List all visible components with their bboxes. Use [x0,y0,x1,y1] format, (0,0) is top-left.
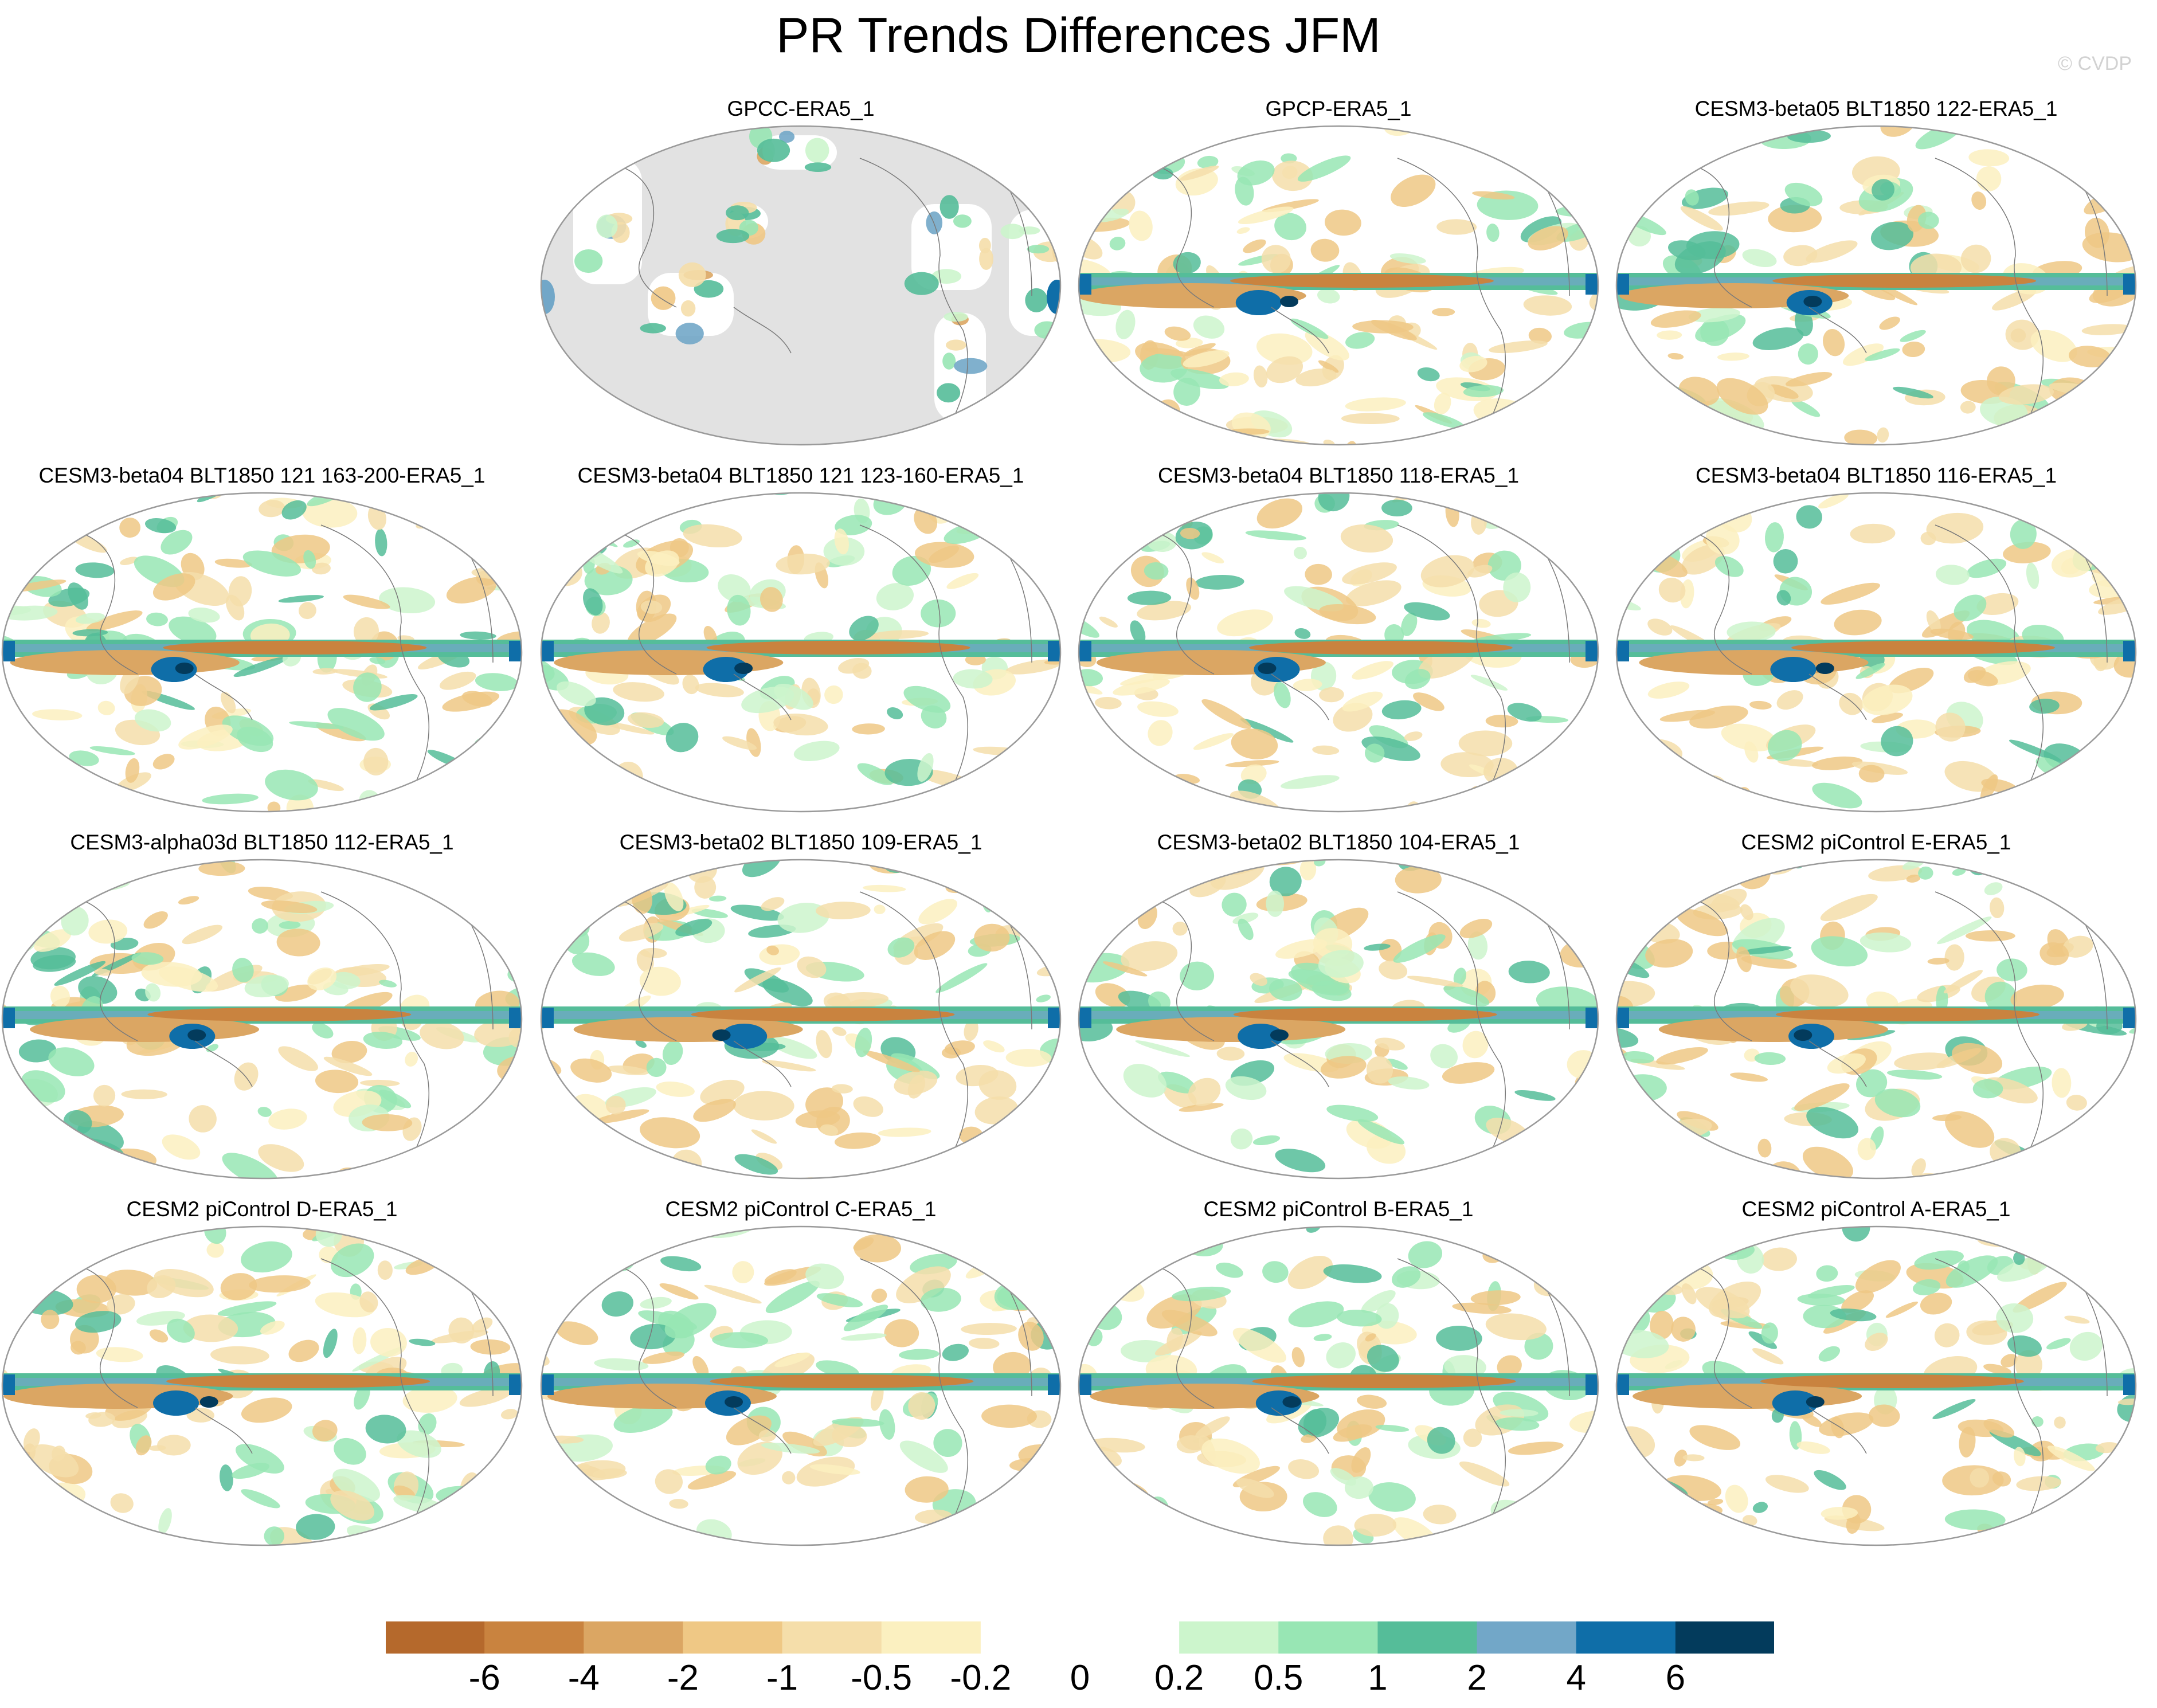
colorbar-tick-label: -4 [567,1658,600,1698]
panel-title: CESM2 piControl E-ERA5_1 [1741,831,2011,854]
panel-title: CESM3-beta04 BLT1850 116-ERA5_1 [1695,464,2057,487]
map-panel: CESM2 piControl D-ERA5_1 [0,1197,524,1564]
colorbar-swatch [1576,1621,1676,1654]
map-panel: CESM3-beta04 BLT1850 121 163-200-ERA5_1 [0,463,524,830]
panel-title: GPCC-ERA5_1 [727,97,875,120]
map-panel: GPCC-ERA5_1 [539,96,1063,463]
map-field [1078,859,1599,1180]
map-field [1615,125,2137,446]
panel-title: CESM3-beta05 BLT1850 122-ERA5_1 [1694,97,2058,120]
panel-title: CESM3-beta02 BLT1850 104-ERA5_1 [1157,831,1520,854]
panel-title: CESM3-beta02 BLT1850 109-ERA5_1 [619,831,982,854]
map-panel: CESM3-beta05 BLT1850 122-ERA5_1 [1614,96,2138,463]
map-panel: CESM3-beta02 BLT1850 104-ERA5_1 [1076,830,1600,1197]
panel-title: CESM3-alpha03d BLT1850 112-ERA5_1 [70,831,454,854]
panel-title: CESM2 piControl C-ERA5_1 [665,1197,937,1221]
colorbar-tick-label: 0.5 [1254,1658,1303,1698]
map-field [540,492,1062,813]
colorbar-tick-label: 0 [1070,1658,1090,1698]
colorbar-swatch [980,1621,1081,1654]
colorbar [385,1621,1775,1654]
colorbar-swatch [1675,1621,1775,1654]
panel-title: CESM2 piControl A-ERA5_1 [1741,1197,2011,1221]
map-panel: CESM3-alpha03d BLT1850 112-ERA5_1 [0,830,524,1197]
colorbar-swatch [1278,1621,1378,1654]
map-field [1615,1225,2137,1546]
colorbar-swatch [484,1621,584,1654]
map-field [1615,492,2137,813]
colorbar-swatch [683,1621,783,1654]
map-field [540,859,1062,1180]
map-field [540,1225,1062,1546]
colorbar-swatch [1179,1621,1279,1654]
map-panel: CESM3-beta02 BLT1850 109-ERA5_1 [539,830,1063,1197]
map-panel: CESM3-beta04 BLT1850 116-ERA5_1 [1614,463,2138,830]
colorbar-tick-label: 0.2 [1154,1658,1204,1698]
colorbar-labels: -6 -4 -2 -1 -0.5 -0.2 0 0.2 0.5 1 2 4 6 [385,1658,1775,1703]
map-panel: CESM2 piControl E-ERA5_1 [1614,830,2138,1197]
panel-title: CESM3-beta04 BLT1850 118-ERA5_1 [1157,464,1520,487]
colorbar-swatch [385,1621,485,1654]
panel-title: CESM2 piControl D-ERA5_1 [126,1197,398,1221]
map-panel: CESM3-beta04 BLT1850 121 123-160-ERA5_1 [539,463,1063,830]
colorbar-swatch [584,1621,683,1654]
map-panel: CESM2 piControl C-ERA5_1 [539,1197,1063,1564]
map-panel: GPCP-ERA5_1 [1076,96,1600,463]
colorbar-swatch [1377,1621,1478,1654]
map-panel: CESM2 piControl A-ERA5_1 [1614,1197,2138,1564]
figure-title: PR Trends Differences JFM [776,8,1381,63]
map-panel: CESM3-beta04 BLT1850 118-ERA5_1 [1076,463,1600,830]
colorbar-swatch [1080,1621,1180,1654]
map-field [1615,859,2137,1180]
colorbar-swatches [385,1621,1775,1654]
map-field [1078,125,1599,446]
map-field [1078,492,1599,813]
colorbar-tick-label: -0.2 [950,1658,1012,1698]
colorbar-tick-label: 1 [1368,1658,1388,1698]
panel-title: CESM2 piControl B-ERA5_1 [1203,1197,1474,1221]
colorbar-tick-label: -2 [667,1658,699,1698]
map-field [540,125,1062,446]
colorbar-tick-label: -1 [766,1658,798,1698]
copyright-watermark: © CVDP [2058,53,2132,75]
colorbar-tick-label: 4 [1566,1658,1586,1698]
map-panel: CESM2 piControl B-ERA5_1 [1076,1197,1600,1564]
map-field [1,492,523,813]
colorbar-swatch [782,1621,882,1654]
map-field [1,859,523,1180]
colorbar-tick-label: 6 [1665,1658,1686,1698]
colorbar-tick-label: -6 [468,1658,500,1698]
panel-title: CESM3-beta04 BLT1850 121 123-160-ERA5_1 [577,464,1024,487]
colorbar-tick-label: -0.5 [851,1658,913,1698]
colorbar-swatch [881,1621,981,1654]
colorbar-tick-label: 2 [1467,1658,1487,1698]
panel-title: CESM3-beta04 BLT1850 121 163-200-ERA5_1 [38,464,486,487]
colorbar-swatch [1477,1621,1577,1654]
panel-title: GPCP-ERA5_1 [1265,97,1412,120]
map-field [1078,1225,1599,1546]
map-field [1,1225,523,1546]
